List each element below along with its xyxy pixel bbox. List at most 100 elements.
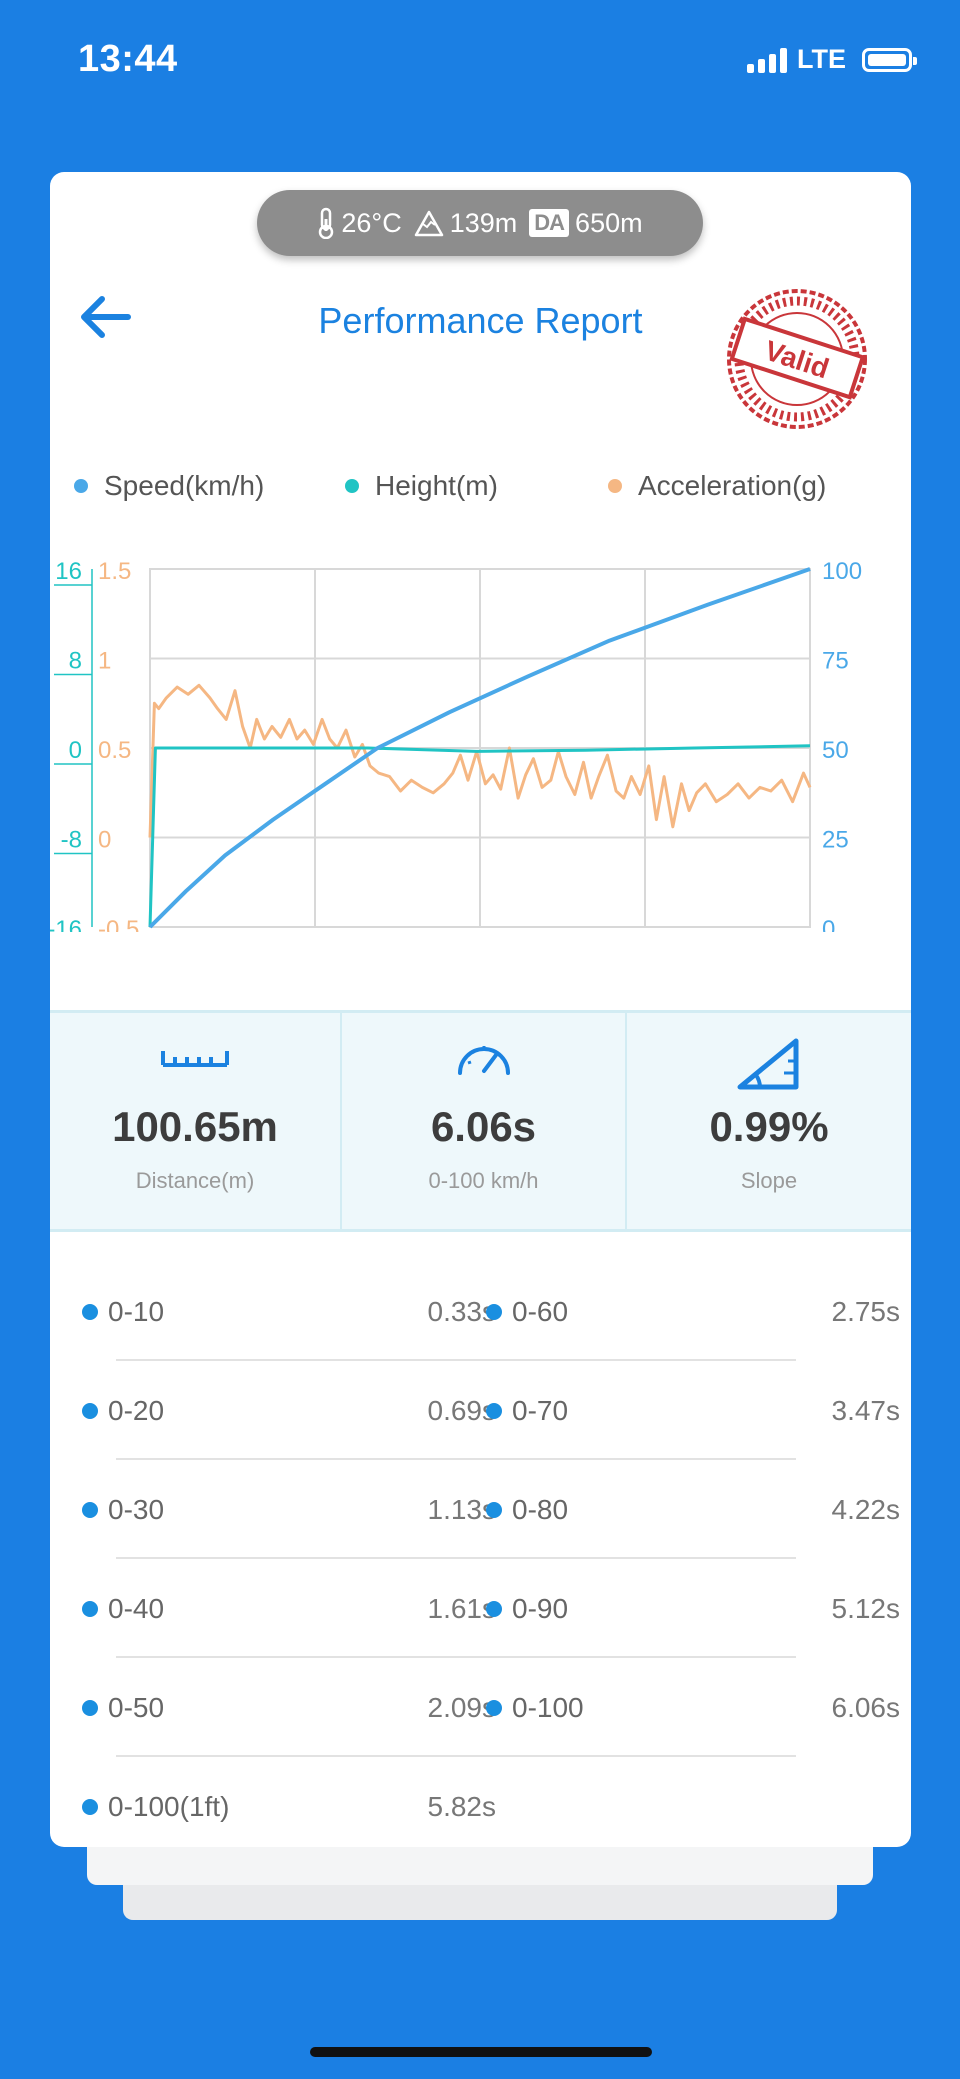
thermometer-icon — [319, 207, 334, 239]
split-label: 0-40 — [108, 1592, 165, 1624]
divider — [116, 1755, 796, 1757]
height-tick-label: 16 — [55, 558, 82, 585]
split-time: 5.82s — [427, 1790, 497, 1822]
speed-tick-label: 25 — [822, 827, 849, 854]
performance-chart: 16 8 0 -8 -16 1.5 1 0.5 0 -0.5 100 75 50 25 0 — [50, 558, 862, 932]
split-time: 0.33s — [427, 1295, 497, 1327]
stat-distance: 100.65m Distance(m) — [50, 1013, 340, 1229]
split-row: 0-30 1.13s 0-80 4.22s — [50, 1460, 911, 1559]
acceleration-time-value: 6.06s — [430, 1103, 537, 1150]
split-time: 6.06s — [831, 1691, 901, 1723]
split-time: 2.09s — [427, 1691, 497, 1723]
speed-tick-label: 75 — [822, 648, 849, 675]
split-row: 0-50 2.09s 0-100 6.06s — [50, 1658, 911, 1757]
signal-icon — [747, 47, 787, 73]
split-time: 3.47s — [831, 1394, 901, 1426]
da-badge: DA — [529, 209, 570, 237]
height-tick-label: 0 — [69, 737, 82, 764]
bullet-dot — [82, 1402, 98, 1419]
legend-label: Speed(km/h) — [104, 470, 265, 501]
bullet-dot — [82, 1600, 98, 1617]
accel-tick-label: -0.5 — [98, 916, 139, 932]
split-right: 0-100 — [486, 1658, 584, 1757]
split-time: 2.75s — [831, 1295, 901, 1327]
bullet-dot — [486, 1303, 502, 1320]
altitude-value: 139m — [449, 207, 518, 238]
acceleration-time-label: 0-100 km/h — [428, 1168, 539, 1193]
split-time: 1.13s — [427, 1493, 497, 1525]
split-label: 0-90 — [512, 1592, 569, 1624]
home-indicator[interactable] — [310, 2047, 652, 2057]
split-label: 0-100(1ft) — [108, 1790, 230, 1822]
split-label: 0-80 — [512, 1493, 569, 1525]
accel-tick-label: 1.5 — [98, 558, 131, 585]
status-time: 13:44 — [78, 38, 178, 80]
height-tick-label: -16 — [50, 916, 82, 932]
split-left: 0-50 — [82, 1658, 164, 1757]
temperature-value: 26°C — [341, 207, 402, 238]
split-label: 0-50 — [108, 1691, 165, 1723]
split-left: 0-20 — [82, 1361, 164, 1460]
series-line-height — [148, 744, 811, 928]
conditions-pill: 26°C 139m DA 650m — [257, 190, 703, 256]
split-label: 0-60 — [512, 1295, 569, 1327]
density-altitude-item: DA 650m — [529, 207, 643, 239]
legend-dot — [608, 479, 622, 493]
bullet-dot — [82, 1798, 98, 1815]
split-label: 0-100 — [512, 1691, 584, 1723]
height-tick-label: 8 — [69, 648, 82, 675]
split-time: 1.61s — [427, 1592, 497, 1624]
battery-icon — [862, 47, 917, 72]
legend-dot — [345, 479, 359, 493]
divider — [116, 1359, 796, 1361]
bullet-dot — [486, 1699, 502, 1716]
split-row: 0-100(1ft) 5.82s — [50, 1757, 911, 1847]
performance-report-card: 26°C 139m DA 650m Performance Report Val… — [50, 172, 911, 1847]
mountain-icon — [414, 210, 443, 237]
split-label: 0-70 — [512, 1394, 569, 1426]
distance-value: 100.65m — [112, 1103, 278, 1150]
split-time: 5.12s — [831, 1592, 901, 1624]
slope-label: Slope — [740, 1168, 798, 1193]
divider — [116, 1557, 796, 1559]
stat-slope: 0.99% Slope — [625, 1013, 911, 1229]
split-label: 0-10 — [108, 1295, 165, 1327]
bullet-dot — [486, 1402, 502, 1419]
distance-label: Distance(m) — [135, 1168, 255, 1193]
speedometer-icon — [457, 1046, 510, 1075]
legend-item-height: Height(m) — [345, 470, 498, 502]
bullet-dot — [486, 1501, 502, 1518]
bullet-dot — [82, 1501, 98, 1518]
split-label: 0-20 — [108, 1394, 165, 1426]
split-label: 0-30 — [108, 1493, 165, 1525]
series-line-speed — [148, 567, 811, 929]
valid-stamp-icon: Valid — [727, 289, 867, 429]
accel-tick-label: 0.5 — [98, 737, 131, 764]
speed-tick-label: 100 — [822, 558, 862, 585]
slope-value: 0.99% — [709, 1103, 829, 1150]
accel-tick-label: 1 — [98, 648, 111, 675]
ruler-icon — [161, 1051, 229, 1067]
legend-item-speed: Speed(km/h) — [74, 470, 264, 502]
back-arrow-icon[interactable] — [72, 284, 138, 350]
bullet-dot — [82, 1699, 98, 1716]
speed-tick-label: 50 — [822, 737, 849, 764]
split-right: 0-70 — [486, 1361, 568, 1460]
speed-tick-label: 0 — [822, 916, 835, 932]
split-right: 0-80 — [486, 1460, 568, 1559]
page-title: Performance Report — [318, 300, 643, 341]
bullet-dot — [486, 1600, 502, 1617]
network-type: LTE — [797, 44, 846, 74]
split-row: 0-10 0.33s 0-60 2.75s — [50, 1262, 911, 1361]
legend-label: Acceleration(g) — [638, 470, 827, 501]
slope-icon — [737, 1038, 799, 1090]
stats-panel: 100.65m Distance(m) 6.06s 0-100 km/h 0.9… — [50, 1010, 911, 1232]
density-altitude-value: 650m — [575, 207, 643, 238]
altitude-item: 139m — [414, 207, 518, 239]
split-time: 4.22s — [831, 1493, 901, 1525]
split-right: 0-60 — [486, 1262, 568, 1361]
split-left: 0-30 — [82, 1460, 164, 1559]
legend-dot — [74, 479, 88, 493]
split-right: 0-90 — [486, 1559, 568, 1658]
bullet-dot — [82, 1303, 98, 1320]
